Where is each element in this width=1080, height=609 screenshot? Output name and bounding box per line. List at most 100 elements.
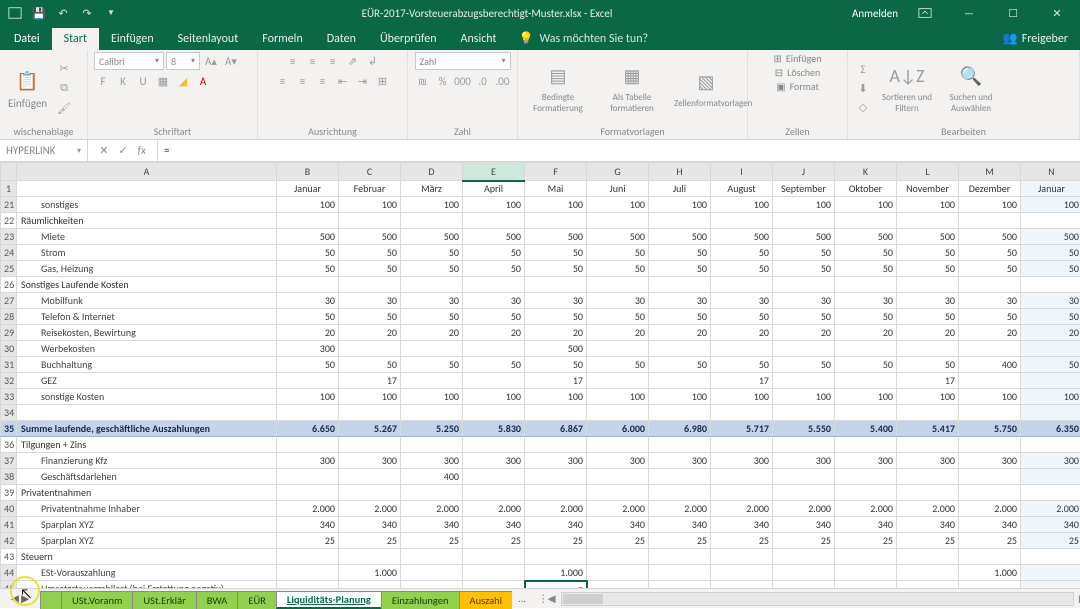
cell[interactable] — [277, 469, 339, 485]
cell[interactable]: 2.000 — [773, 501, 835, 517]
cell[interactable] — [897, 341, 959, 357]
row-label[interactable]: Sparplan XYZ — [17, 517, 277, 533]
cell[interactable]: 30 — [897, 293, 959, 309]
cell[interactable]: 2.000 — [277, 501, 339, 517]
cell[interactable] — [897, 581, 959, 589]
cell[interactable]: 50 — [711, 261, 773, 277]
month-cell[interactable]: Januar — [277, 181, 339, 197]
autosum-icon[interactable]: Σ — [854, 60, 872, 78]
cell[interactable]: 50 — [1021, 357, 1080, 373]
cell[interactable]: 5.717 — [711, 421, 773, 437]
cell[interactable]: 20 — [401, 325, 463, 341]
grow-font-icon[interactable]: A▴ — [202, 52, 220, 70]
cell[interactable]: 30 — [649, 293, 711, 309]
cell[interactable] — [587, 469, 649, 485]
cell[interactable]: 50 — [897, 245, 959, 261]
row-label[interactable]: Buchhaltung — [17, 357, 277, 373]
row-header[interactable]: 23 — [1, 229, 17, 245]
cell[interactable] — [339, 581, 401, 589]
cell[interactable]: 25 — [773, 533, 835, 549]
cell[interactable]: 50 — [897, 261, 959, 277]
cell[interactable] — [463, 549, 525, 565]
cell[interactable]: 300 — [773, 453, 835, 469]
col-header[interactable]: M — [959, 163, 1021, 181]
border-icon[interactable]: ▦ — [154, 72, 172, 90]
fill-color-icon[interactable]: ◢ — [174, 72, 192, 90]
cell[interactable]: 340 — [525, 517, 587, 533]
cell[interactable]: 100 — [525, 197, 587, 213]
sheet-tab[interactable]: BWA — [196, 591, 239, 609]
cell[interactable] — [711, 277, 773, 293]
cell-styles-button[interactable]: ▧Zellenformatvorlagen — [672, 66, 740, 111]
row-header[interactable]: 38 — [1, 469, 17, 485]
cell[interactable]: 100 — [587, 389, 649, 405]
cell[interactable]: 5.267 — [339, 421, 401, 437]
cell[interactable] — [835, 341, 897, 357]
cell[interactable] — [587, 549, 649, 565]
col-header[interactable]: J — [773, 163, 835, 181]
cell[interactable] — [959, 213, 1021, 229]
cell[interactable] — [401, 373, 463, 389]
cell[interactable] — [1021, 437, 1080, 453]
col-header[interactable]: B — [277, 163, 339, 181]
row-header[interactable]: 33 — [1, 389, 17, 405]
cell[interactable]: 50 — [401, 309, 463, 325]
row-header[interactable]: 1 — [1, 181, 17, 197]
signin-link[interactable]: Anmelden — [852, 7, 898, 20]
cell[interactable] — [463, 405, 525, 421]
cell[interactable]: 50 — [711, 309, 773, 325]
cell[interactable]: 100 — [1021, 389, 1080, 405]
cell[interactable]: 25 — [959, 533, 1021, 549]
cell[interactable] — [277, 373, 339, 389]
cell[interactable]: 500 — [835, 229, 897, 245]
sheet-tab[interactable] — [40, 591, 62, 609]
cell[interactable] — [835, 405, 897, 421]
cell[interactable]: 300 — [587, 453, 649, 469]
cell[interactable]: 50 — [1021, 245, 1080, 261]
cell[interactable]: 25 — [463, 533, 525, 549]
cell[interactable]: 100 — [587, 197, 649, 213]
row-header[interactable]: 39 — [1, 485, 17, 501]
cell[interactable]: 50 — [711, 357, 773, 373]
cell[interactable] — [587, 405, 649, 421]
cell[interactable]: 500 — [339, 229, 401, 245]
cell[interactable] — [339, 277, 401, 293]
tab-file[interactable]: Datei — [2, 28, 52, 50]
col-header[interactable]: G — [587, 163, 649, 181]
cell[interactable]: 500 — [711, 229, 773, 245]
cell[interactable] — [711, 213, 773, 229]
cell[interactable]: 400 — [959, 357, 1021, 373]
row-header[interactable]: 42 — [1, 533, 17, 549]
cell[interactable] — [773, 485, 835, 501]
cell[interactable]: 100 — [525, 389, 587, 405]
cell[interactable]: 50 — [277, 309, 339, 325]
cell[interactable]: 25 — [1021, 533, 1080, 549]
cell[interactable] — [649, 405, 711, 421]
close-icon[interactable]: ✕ — [1040, 0, 1074, 26]
cell[interactable] — [835, 565, 897, 581]
cell[interactable]: 6.000 — [587, 421, 649, 437]
cell[interactable]: 50 — [525, 357, 587, 373]
cell[interactable]: 500 — [525, 341, 587, 357]
cell[interactable] — [897, 565, 959, 581]
cell[interactable] — [835, 469, 897, 485]
cell[interactable] — [401, 581, 463, 589]
row-label[interactable]: Werbekosten — [17, 341, 277, 357]
month-cell[interactable]: April — [463, 181, 525, 197]
cell[interactable]: 2.000 — [401, 501, 463, 517]
cell[interactable]: 100 — [959, 389, 1021, 405]
cell[interactable] — [1021, 581, 1080, 589]
align-bottom-icon[interactable]: ≡ — [324, 52, 342, 70]
fill-icon[interactable]: ⬇ — [854, 79, 872, 97]
cell[interactable]: 100 — [401, 197, 463, 213]
sheet-tab[interactable]: Auszahl — [459, 591, 513, 609]
cell[interactable] — [897, 485, 959, 501]
horizontal-scrollbar[interactable]: ◀▶ — [561, 592, 1075, 606]
col-header[interactable]: N — [1021, 163, 1080, 181]
cell[interactable] — [339, 549, 401, 565]
row-header[interactable]: 30 — [1, 341, 17, 357]
cell[interactable] — [587, 277, 649, 293]
cell[interactable]: 500 — [401, 229, 463, 245]
cell[interactable]: 50 — [897, 357, 959, 373]
align-center-icon[interactable]: ≡ — [294, 72, 312, 90]
